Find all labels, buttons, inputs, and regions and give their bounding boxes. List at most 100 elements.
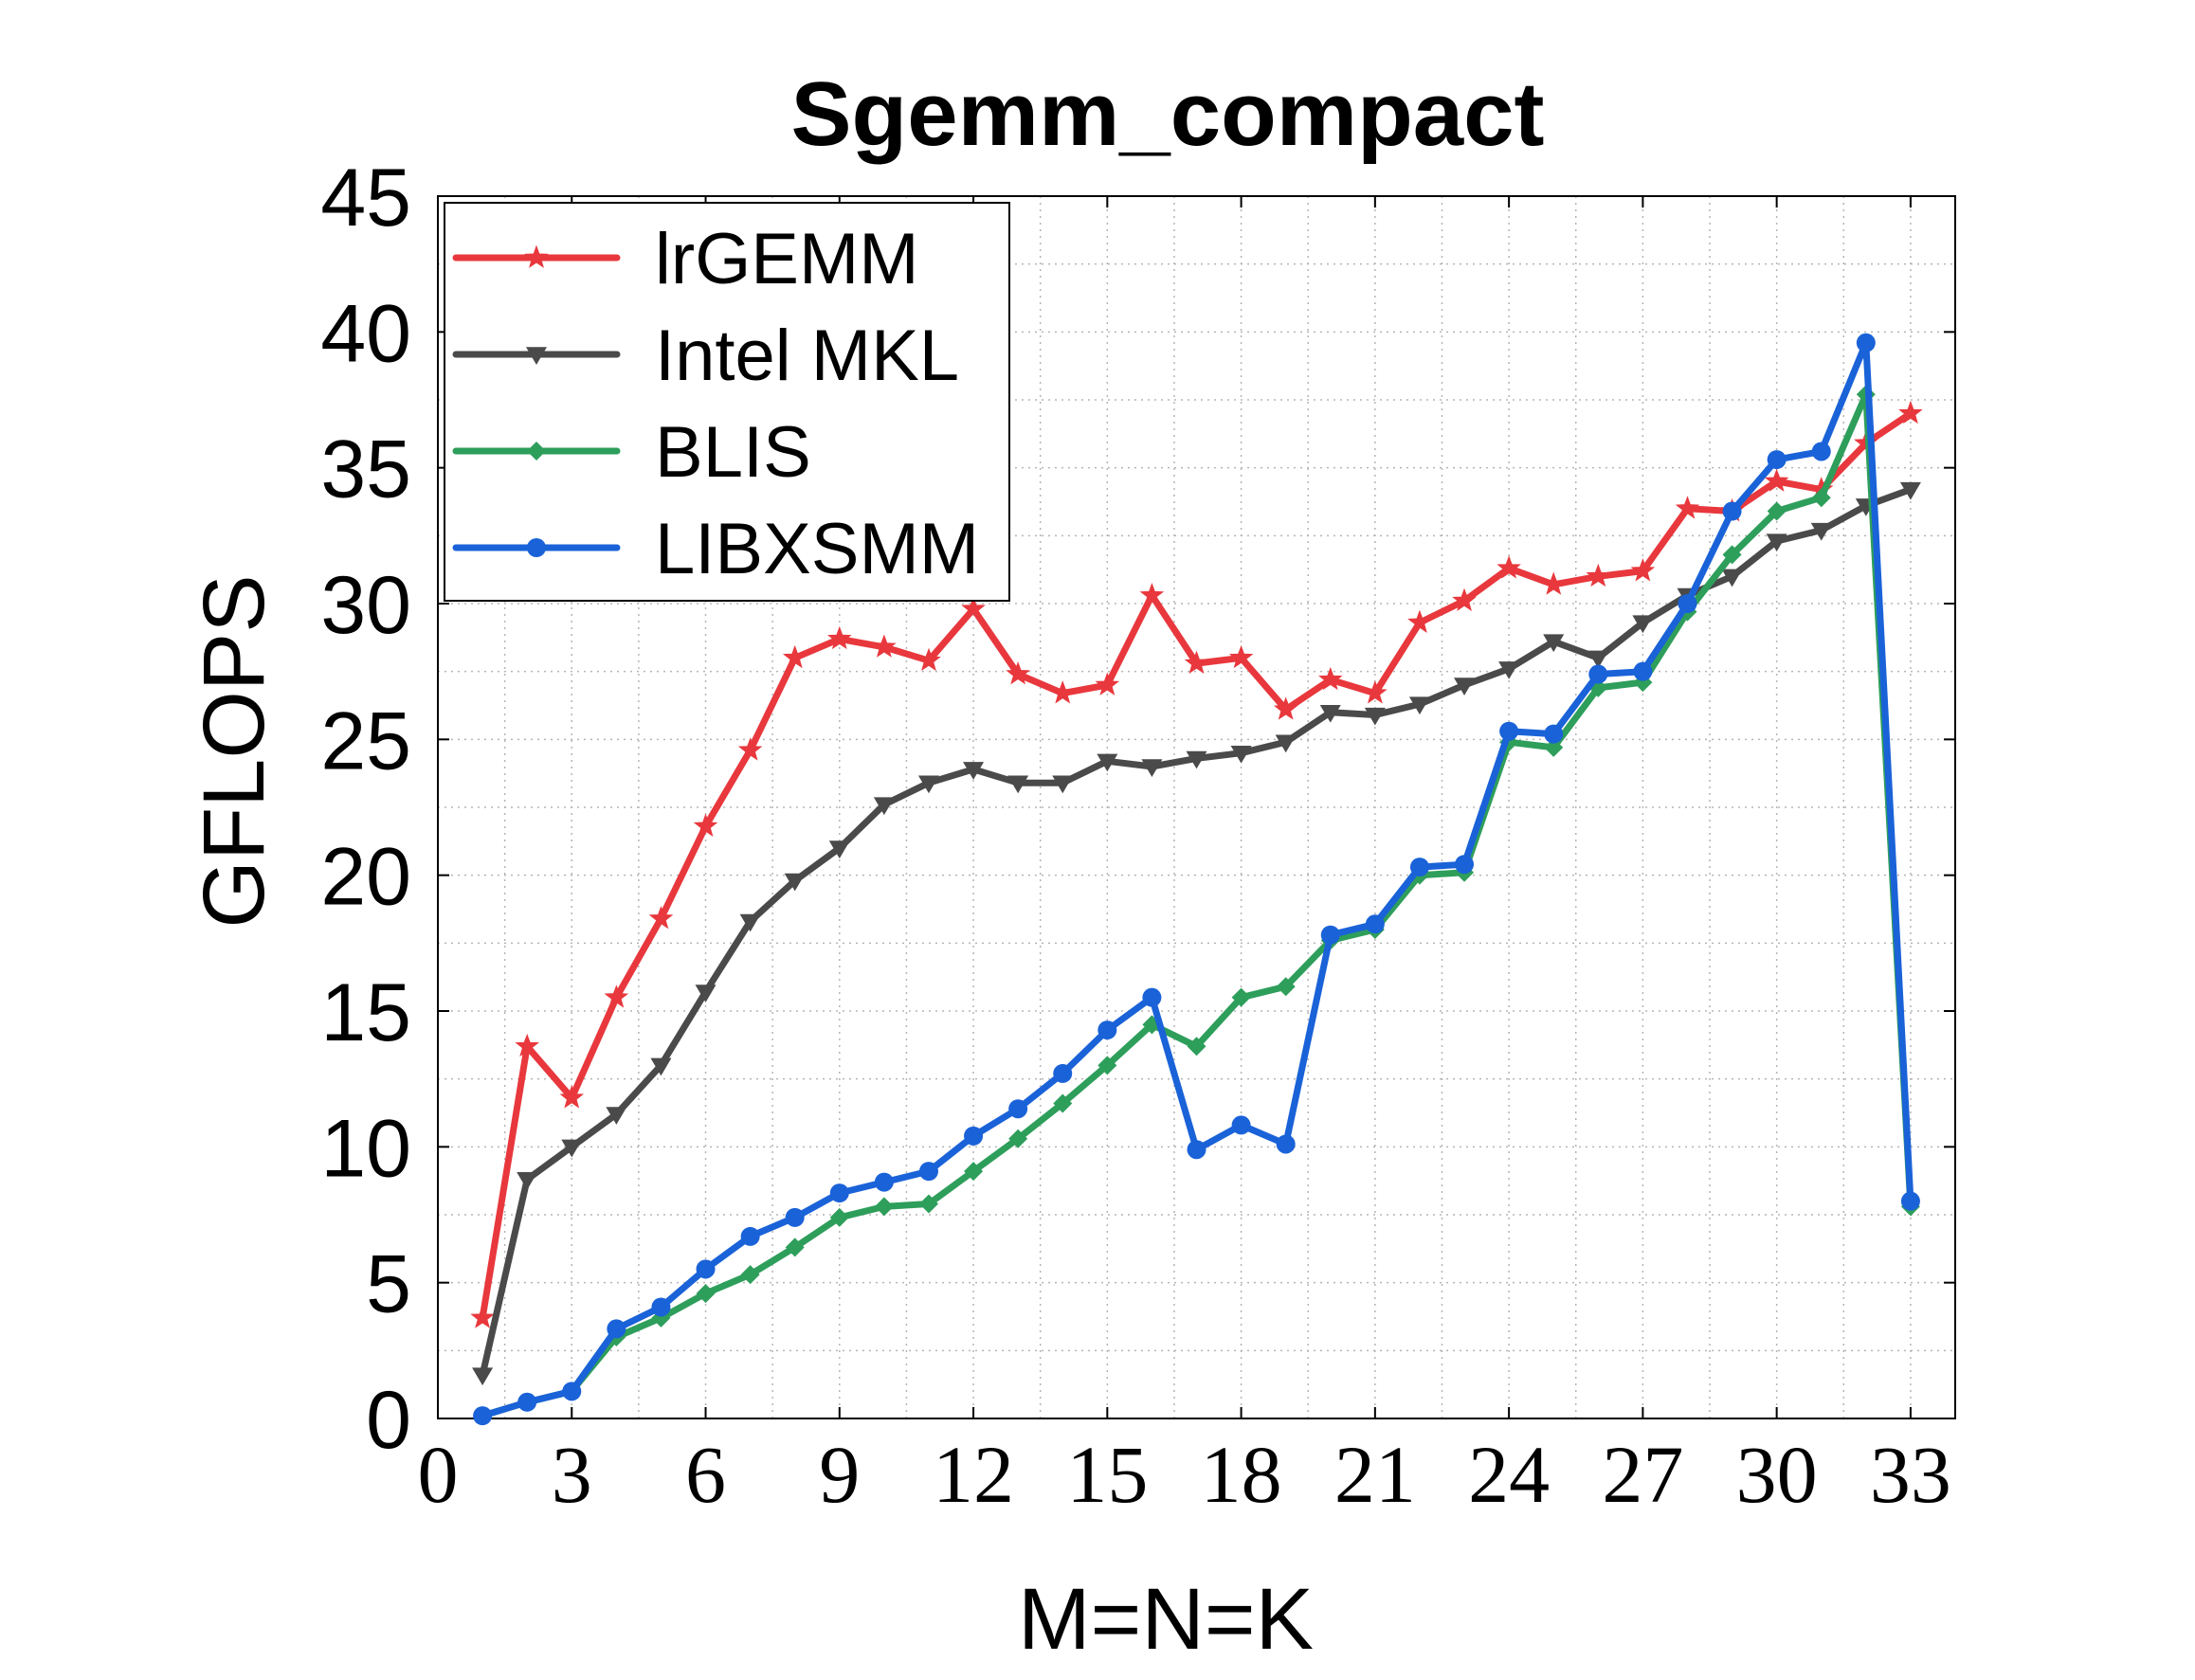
data-point-intel-mkl: [1364, 707, 1386, 726]
data-point-libxsmm: [1722, 501, 1742, 521]
data-point-blis: [1767, 501, 1787, 521]
x-tick-label: 21: [1334, 1429, 1416, 1520]
data-point-intel-mkl: [1498, 661, 1520, 679]
data-point-blis: [1276, 977, 1296, 997]
data-point-libxsmm: [829, 1183, 849, 1203]
data-point-blis: [964, 1162, 984, 1182]
y-tick-label: 0: [366, 1375, 411, 1466]
data-point-lrgemm: [1898, 400, 1923, 425]
y-tick-label: 5: [366, 1239, 411, 1330]
legend-label: BLIS: [655, 412, 811, 493]
data-point-libxsmm: [1544, 724, 1564, 744]
data-point-libxsmm: [1320, 925, 1340, 945]
series-group: [470, 333, 1923, 1426]
data-point-intel-mkl: [1230, 745, 1252, 764]
legend-swatch-marker: [527, 442, 546, 461]
data-point-intel-mkl: [1141, 759, 1163, 777]
data-point-lrgemm: [1363, 680, 1388, 704]
data-point-intel-mkl: [1766, 533, 1787, 552]
legend-box: [444, 202, 1010, 602]
data-point-lrgemm: [916, 647, 941, 672]
data-point-lrgemm: [1497, 555, 1521, 579]
data-point-libxsmm: [1008, 1099, 1028, 1119]
data-point-libxsmm: [1678, 594, 1697, 613]
data-point-intel-mkl: [517, 1172, 538, 1190]
legend-item-libxsmm: LIBXSMM: [452, 509, 979, 589]
data-point-lrgemm: [782, 644, 807, 669]
data-point-intel-mkl: [1007, 775, 1029, 794]
data-point-lrgemm: [961, 596, 986, 620]
data-point-lrgemm: [693, 813, 718, 837]
data-point-blis: [1231, 987, 1251, 1007]
data-point-libxsmm: [964, 1126, 984, 1146]
data-point-lrgemm: [1228, 644, 1254, 669]
data-point-libxsmm: [740, 1226, 760, 1246]
data-point-blis: [1053, 1093, 1073, 1113]
legend-item-lrgemm: lrGEMM: [452, 219, 919, 299]
y-tick-label: 45: [320, 153, 411, 244]
data-point-blis: [1722, 545, 1742, 565]
x-tick-label: 24: [1468, 1429, 1550, 1520]
plot-frame: [437, 195, 1956, 1419]
data-point-blis: [1008, 1129, 1028, 1148]
x-tick-label: 3: [552, 1429, 592, 1520]
data-point-libxsmm: [1499, 721, 1519, 741]
data-point-lrgemm: [648, 906, 674, 930]
data-point-intel-mkl: [1721, 569, 1743, 587]
data-point-libxsmm: [874, 1172, 894, 1192]
data-point-libxsmm: [1276, 1134, 1296, 1154]
data-point-libxsmm: [1098, 1021, 1117, 1040]
legend-item-intel-mkl: Intel MKL: [452, 316, 959, 396]
data-point-libxsmm: [918, 1162, 938, 1182]
data-point-intel-mkl: [828, 840, 850, 858]
data-point-blis: [785, 1237, 805, 1257]
data-point-blis: [874, 1197, 894, 1217]
data-point-intel-mkl: [1543, 634, 1565, 653]
data-point-lrgemm: [559, 1085, 585, 1109]
data-point-libxsmm: [1856, 333, 1876, 352]
x-tick-label: 27: [1602, 1429, 1683, 1520]
data-point-blis: [1811, 488, 1831, 508]
legend-label: lrGEMM: [655, 219, 919, 299]
data-point-lrgemm: [1586, 563, 1611, 587]
x-axis-label: M=N=K: [1018, 1571, 1314, 1668]
data-point-intel-mkl: [1319, 704, 1341, 723]
data-point-libxsmm: [785, 1207, 805, 1227]
legend: lrGEMM Intel MKL BLIS LIBXSMM: [444, 202, 1010, 602]
data-point-libxsmm: [1455, 855, 1475, 875]
data-point-lrgemm: [1541, 571, 1566, 595]
data-point-lrgemm: [604, 985, 629, 1008]
data-point-libxsmm: [1767, 450, 1787, 470]
data-point-libxsmm: [473, 1406, 493, 1426]
x-tick-label: 6: [685, 1429, 726, 1520]
data-point-lrgemm: [872, 634, 897, 658]
data-point-intel-mkl: [1899, 481, 1921, 500]
series-line-intel-mkl: [479, 486, 1914, 1379]
data-point-intel-mkl: [650, 1057, 672, 1076]
data-point-intel-mkl: [695, 985, 717, 1003]
data-point-blis: [1544, 737, 1564, 757]
legend-label: LIBXSMM: [655, 509, 979, 589]
series-intel-mkl: [472, 481, 1921, 1386]
data-point-lrgemm: [470, 1305, 495, 1328]
x-tick-label: 33: [1870, 1429, 1951, 1520]
legend-swatch-marker: [526, 347, 547, 365]
series-libxsmm: [473, 333, 1920, 1426]
data-point-lrgemm: [1675, 496, 1700, 519]
data-point-lrgemm: [827, 625, 852, 650]
data-point-intel-mkl: [739, 913, 761, 932]
data-point-libxsmm: [1409, 858, 1429, 877]
x-tick-label: 9: [819, 1429, 860, 1520]
data-point-intel-mkl: [1275, 734, 1297, 753]
y-tick-label: 20: [320, 832, 411, 923]
data-point-libxsmm: [1142, 987, 1162, 1007]
data-point-libxsmm: [651, 1297, 671, 1317]
y-tick-label: 30: [320, 560, 411, 651]
data-point-intel-mkl: [606, 1107, 627, 1125]
data-point-libxsmm: [696, 1259, 716, 1279]
data-point-libxsmm: [1633, 661, 1653, 681]
data-point-lrgemm: [1764, 468, 1789, 492]
y-axis-label: GFLOPS: [186, 574, 282, 928]
data-point-lrgemm: [1050, 680, 1075, 704]
